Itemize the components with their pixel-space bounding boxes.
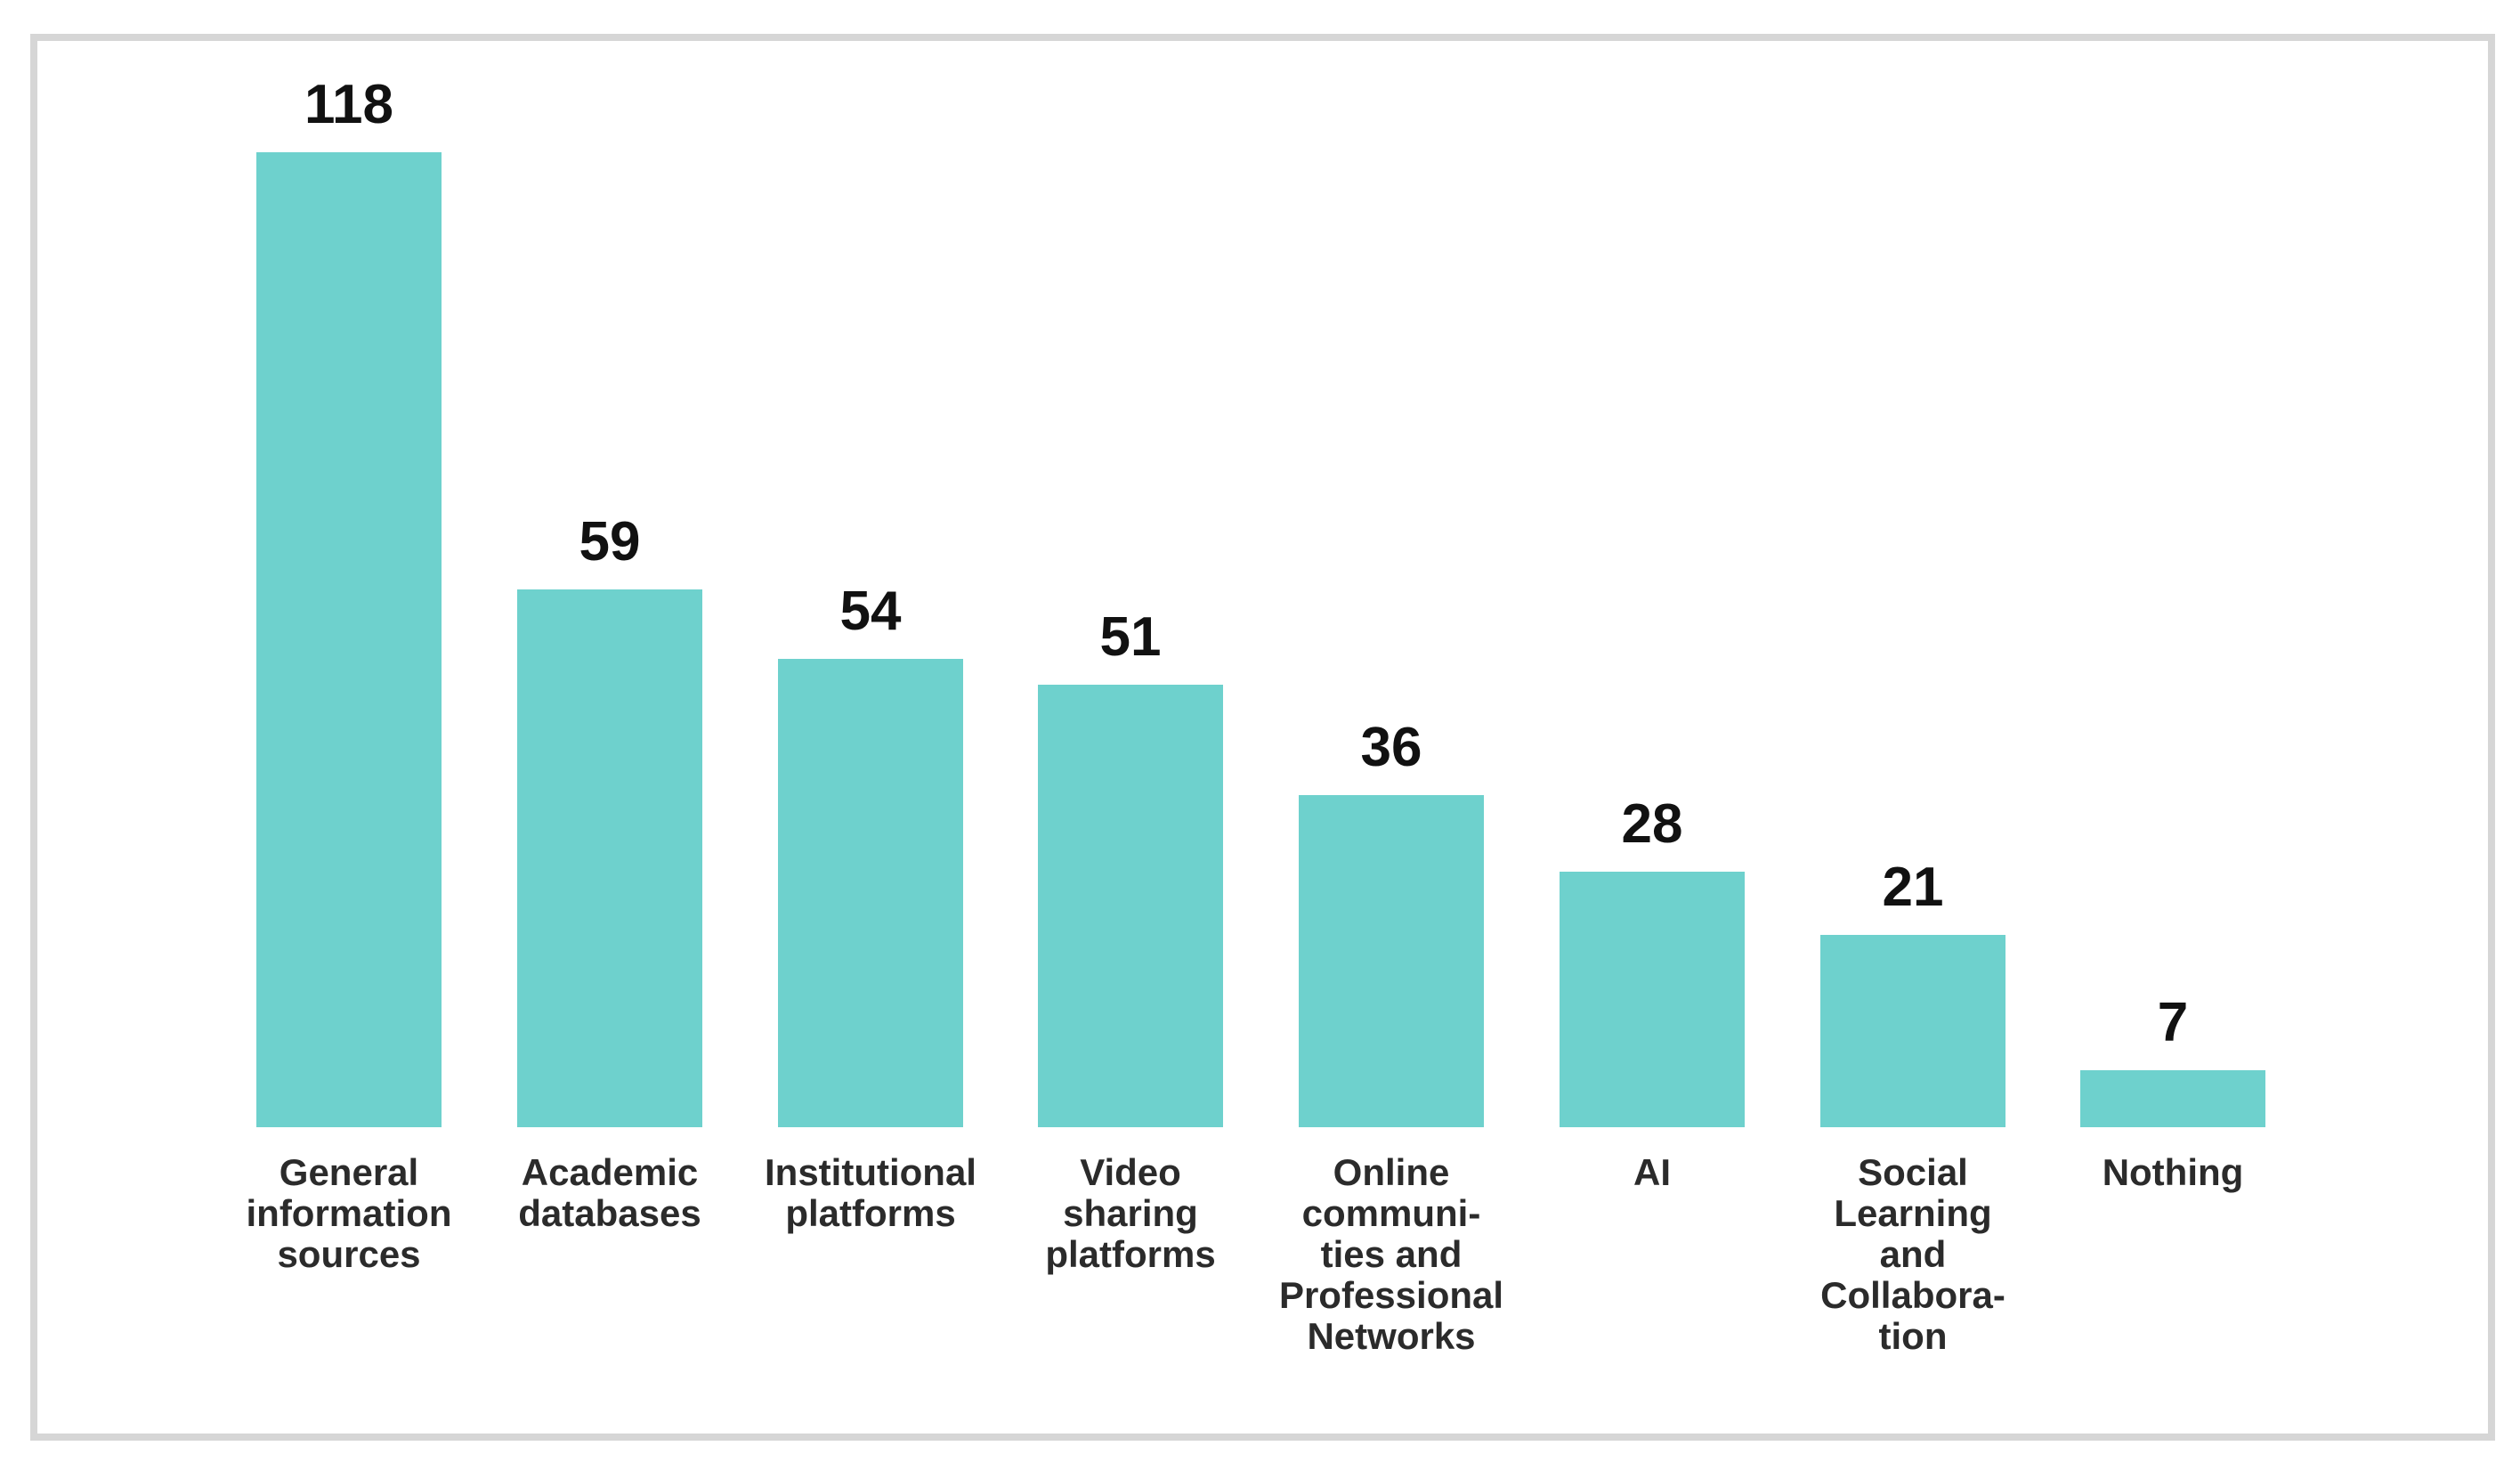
bar-value-label: 118 <box>304 74 394 135</box>
category-label: Online communi-ties and Professional Networ… <box>1249 1152 1534 1357</box>
category-label-line: Professional <box>1278 1274 1504 1316</box>
bar-7 <box>1820 935 2005 1127</box>
bar-value-label: 7 <box>2157 992 2189 1053</box>
bar-value-label: 51 <box>1099 606 1162 668</box>
bar-8 <box>2080 1070 2265 1127</box>
bar-6 <box>1560 872 1745 1127</box>
category-label-line: tion <box>1878 1315 1948 1357</box>
category-label: AI <box>1510 1152 1795 1193</box>
bar-2 <box>517 589 702 1127</box>
bar-value-label: 59 <box>579 511 641 573</box>
category-label-line: Nothing <box>2102 1151 2244 1193</box>
category-label-line: Networks <box>1307 1315 1476 1357</box>
category-label-line: sources <box>277 1233 421 1275</box>
category-label: Institutional platforms <box>728 1152 1013 1234</box>
category-label-line: Social <box>1858 1151 1968 1193</box>
category-label-line: Online <box>1333 1151 1450 1193</box>
category-label-line: AI <box>1633 1151 1671 1193</box>
bar-value-label: 21 <box>1882 857 1944 918</box>
bar-4 <box>1038 685 1223 1127</box>
category-label-line: platforms <box>1045 1233 1216 1275</box>
bar-value-label: 54 <box>839 581 902 642</box>
category-label-line: communi- <box>1301 1192 1481 1234</box>
category-label: General information sources <box>207 1152 491 1275</box>
category-label: Academic databases <box>467 1152 752 1234</box>
category-label-line: Collabora- <box>1820 1274 2005 1316</box>
category-label-line: sharing <box>1063 1192 1198 1234</box>
category-label-line: Academic <box>521 1151 699 1193</box>
category-label-line: information <box>246 1192 452 1234</box>
bar-3 <box>778 659 963 1127</box>
bar-5 <box>1299 795 1484 1127</box>
category-label-line: and <box>1879 1233 1947 1275</box>
category-label: Social Learning and Collabora-tion <box>1770 1152 2055 1357</box>
category-label-line: ties and <box>1320 1233 1463 1275</box>
category-label-line: Video <box>1080 1151 1181 1193</box>
bar-value-label: 36 <box>1360 717 1422 778</box>
bar-value-label: 28 <box>1621 793 1683 855</box>
category-label-line: Institutional <box>765 1151 976 1193</box>
bar-1 <box>256 152 442 1127</box>
category-label-line: databases <box>518 1192 701 1234</box>
category-label: Nothing <box>2030 1152 2315 1193</box>
category-label-line: Learning <box>1834 1192 1992 1234</box>
category-label: Video sharing platforms <box>988 1152 1273 1275</box>
category-label-line: platforms <box>785 1192 956 1234</box>
category-label-line: General <box>279 1151 419 1193</box>
